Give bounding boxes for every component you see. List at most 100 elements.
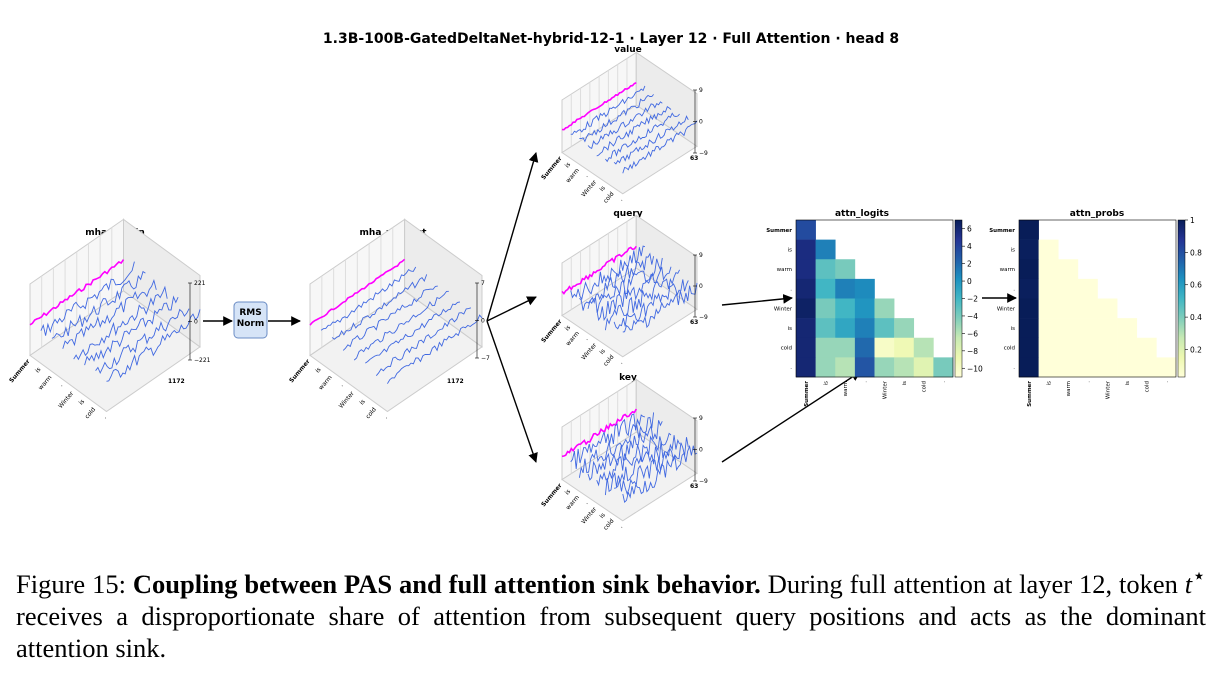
heatmap-cell xyxy=(815,337,836,358)
heatmap-cell xyxy=(874,357,895,378)
x-tick-label: Winter xyxy=(882,380,888,399)
heatmap-cell xyxy=(815,318,836,339)
x-tick-label: is xyxy=(1125,381,1131,386)
heatmap-cell xyxy=(1117,337,1138,358)
token-line xyxy=(570,85,646,135)
token-line xyxy=(40,261,135,336)
y-tick-label: is xyxy=(788,247,793,253)
token-label: cold xyxy=(602,191,615,205)
token-label: Summer xyxy=(540,318,563,344)
token-line xyxy=(613,279,689,330)
heatmap-cell xyxy=(1038,298,1059,319)
caption-math: t xyxy=(1184,568,1193,599)
heatmap-cell xyxy=(1019,239,1039,260)
heatmap-cell xyxy=(815,357,836,378)
heatmap-cell xyxy=(894,337,915,358)
x-tick-label: . xyxy=(863,381,869,383)
heatmap-cell xyxy=(854,337,875,358)
sink-token-line xyxy=(561,245,637,295)
token-line xyxy=(570,413,645,470)
token-label: warm xyxy=(565,330,581,347)
heatmap-cell xyxy=(835,318,856,339)
heatmap-cell xyxy=(1038,259,1059,280)
panel-3d: mha_rms_outSummeriswarm.Winteriscold.70−… xyxy=(288,218,490,420)
norm-box xyxy=(233,301,268,339)
token-line xyxy=(622,120,698,174)
heatmap-cell xyxy=(1038,337,1059,358)
token-line xyxy=(73,285,168,361)
token-label: . xyxy=(583,173,590,179)
x-tick-label: is xyxy=(823,381,829,386)
colorbar-tick-label: 0.8 xyxy=(1190,248,1202,257)
y-tick-label: cold xyxy=(1004,346,1015,352)
heatmap-cell xyxy=(874,298,895,319)
caption: Figure 15: Coupling between PAS and full… xyxy=(16,560,1206,664)
token-label: is xyxy=(598,512,606,520)
token-line xyxy=(622,282,698,333)
token-line xyxy=(353,290,449,361)
panel-title: value xyxy=(614,45,642,55)
token-label: Summer xyxy=(540,482,563,508)
heatmap-cell xyxy=(1077,298,1098,319)
pane xyxy=(404,218,483,348)
y-tick-label: . xyxy=(1013,365,1015,371)
token-label: Winter xyxy=(57,390,75,410)
token-label: is xyxy=(598,348,606,356)
token-label: is xyxy=(564,161,572,169)
heatmap-cell xyxy=(1019,259,1039,280)
z-tick-label: 9 xyxy=(699,415,703,422)
token-label: Summer xyxy=(288,358,311,384)
dim-tick-label: 1172 xyxy=(447,378,464,385)
heatmap-cell xyxy=(1019,357,1039,378)
colorbar-tick-label: −6 xyxy=(967,329,978,338)
z-tick-label: 7 xyxy=(481,280,485,287)
heatmap-title: attn_logits xyxy=(835,209,889,219)
token-label: cold xyxy=(602,518,615,532)
colorbar-tick-label: −2 xyxy=(967,295,978,304)
heatmap-cell xyxy=(1077,337,1098,358)
panel-title: query xyxy=(613,209,642,219)
norm-box-label-wrap: RMS Norm xyxy=(237,308,265,329)
token-line xyxy=(578,412,655,478)
token-label: is xyxy=(598,185,606,193)
y-tick-label: is xyxy=(1011,247,1016,253)
colorbar-tick-label: 0.6 xyxy=(1190,281,1202,290)
heatmap-cell xyxy=(1019,278,1039,299)
heatmap-cell xyxy=(815,298,836,319)
y-tick-label: is xyxy=(1011,326,1016,332)
heatmap-cell xyxy=(1058,337,1079,358)
token-line xyxy=(106,309,201,382)
heatmap-cell xyxy=(796,278,816,299)
heatmap-cell xyxy=(1019,318,1039,339)
arrow xyxy=(486,320,538,463)
token-line xyxy=(51,270,146,339)
colorbar-tick-label: −10 xyxy=(967,364,983,373)
heatmap-cell xyxy=(894,357,915,378)
arrow xyxy=(721,294,793,306)
token-line xyxy=(613,115,689,165)
heatmap-cell xyxy=(913,357,934,378)
heatmap-cell xyxy=(1077,357,1098,378)
heatmap: attn_probs Summer Summer is is warm warm.. Wint… xyxy=(989,209,1202,407)
heatmap-cell xyxy=(1019,298,1039,319)
heatmap-cell xyxy=(1019,337,1039,358)
heatmap-cell xyxy=(1136,337,1157,358)
dim-tick-label: 63 xyxy=(690,483,698,490)
x-tick-label: Winter xyxy=(1105,380,1111,399)
token-label: warm xyxy=(317,374,333,391)
caption-text: During full attention at layer 12, token xyxy=(767,568,1178,599)
z-tick-label: 9 xyxy=(699,87,703,94)
sink-token-line xyxy=(561,408,637,458)
sink-token-line xyxy=(309,258,406,326)
heatmap-cell xyxy=(874,337,895,358)
z-tick-label: 0 xyxy=(699,283,703,290)
token-label: is xyxy=(34,366,42,374)
x-tick-label: is xyxy=(902,381,908,386)
heatmap-cell xyxy=(1038,318,1059,339)
colorbar-tick-label: 1 xyxy=(1190,216,1195,225)
token-line xyxy=(596,432,672,487)
heatmap-cell xyxy=(1038,239,1059,260)
heatmap-cell xyxy=(854,318,875,339)
heatmap-title: attn_probs xyxy=(1070,209,1124,219)
